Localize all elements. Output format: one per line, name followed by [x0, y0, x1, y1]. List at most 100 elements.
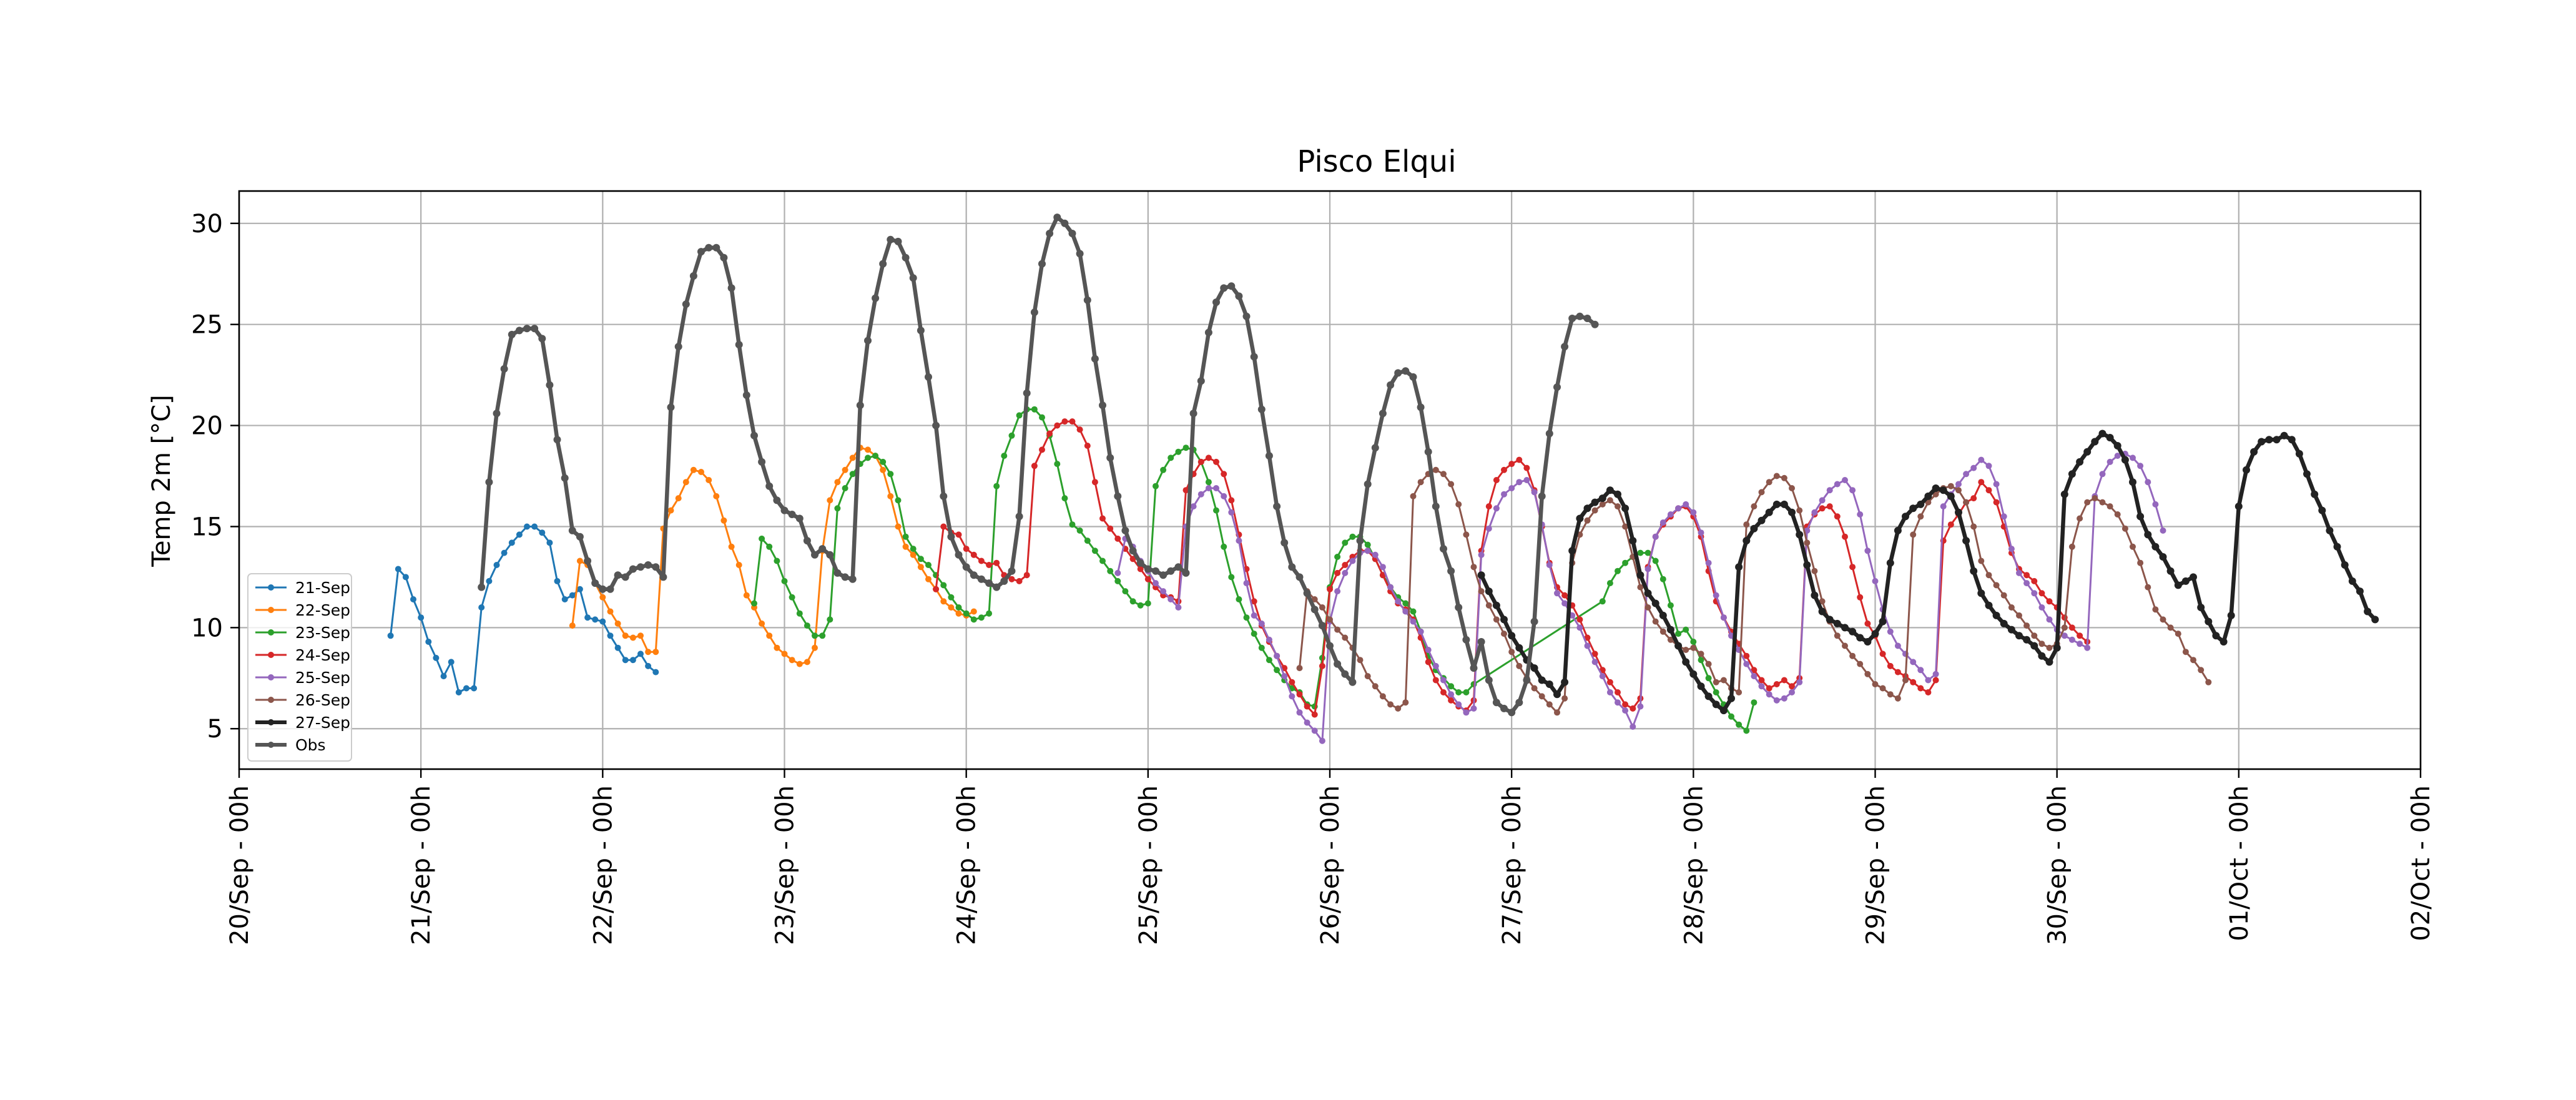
series-line-21-sep	[390, 526, 657, 694]
data-point-obs	[674, 343, 682, 351]
data-point-26-sep	[1736, 689, 1743, 695]
data-point-27-sep	[2030, 642, 2038, 650]
data-point-26-sep	[1947, 483, 1954, 489]
data-point-23-sep	[1455, 689, 1462, 695]
data-point-obs	[1182, 569, 1190, 577]
data-point-23-sep	[1402, 600, 1409, 607]
data-point-27-sep	[1651, 599, 1659, 607]
data-point-obs	[1197, 377, 1205, 385]
data-point-obs	[1470, 664, 1478, 672]
data-point-27-sep	[2068, 470, 2076, 478]
data-point-26-sep	[1311, 596, 1318, 602]
data-point-25-sep	[1387, 584, 1394, 591]
data-point-obs	[561, 474, 569, 482]
series-layer	[387, 214, 2379, 744]
data-point-obs	[819, 545, 827, 553]
data-point-obs	[1310, 606, 1319, 614]
data-point-21-sep	[455, 689, 462, 695]
x-tick-label: 22/Sep - 00h	[589, 785, 617, 945]
data-point-23-sep	[1137, 602, 1144, 609]
data-point-25-sep	[2077, 641, 2083, 647]
data-point-27-sep	[2151, 543, 2160, 551]
data-point-26-sep	[1773, 473, 1780, 479]
data-point-25-sep	[1281, 673, 1288, 680]
x-axis: 20/Sep - 00h 21/Sep - 00h 22/Sep - 00h 23/S…	[225, 769, 2436, 945]
data-point-22-sep	[895, 523, 902, 530]
data-point-obs	[1189, 410, 1197, 418]
data-point-obs	[727, 284, 735, 292]
data-point-obs	[1553, 383, 1561, 391]
data-point-27-sep	[2113, 442, 2121, 449]
data-point-23-sep	[1251, 631, 1257, 637]
data-point-27-sep	[1992, 611, 2000, 619]
legend-label: 22-Sep	[295, 601, 350, 619]
data-point-23-sep	[1099, 557, 1106, 564]
y-axis-label: Temp 2m [°C]	[147, 395, 176, 567]
data-point-obs	[1053, 214, 1061, 222]
data-point-obs	[1334, 660, 1342, 668]
series-25-sep	[1114, 450, 2166, 744]
data-point-27-sep	[1894, 526, 1902, 534]
data-point-27-sep	[1515, 644, 1523, 652]
data-point-26-sep	[2000, 592, 2007, 599]
data-point-26-sep	[1864, 670, 1871, 677]
data-point-25-sep	[1789, 689, 1795, 695]
data-point-obs	[985, 579, 993, 587]
data-point-obs	[644, 561, 652, 569]
data-point-obs	[932, 421, 940, 430]
data-point-22-sep	[698, 469, 704, 475]
data-point-22-sep	[827, 497, 833, 504]
data-point-26-sep	[1584, 517, 1591, 524]
data-point-25-sep	[1289, 693, 1295, 700]
data-point-22-sep	[667, 507, 674, 514]
data-point-24-sep	[1107, 525, 1114, 532]
data-point-obs	[531, 325, 539, 333]
data-point-25-sep	[1985, 463, 1992, 469]
data-point-obs	[1538, 492, 1546, 500]
data-point-23-sep	[1606, 580, 1613, 587]
data-point-27-sep	[2083, 448, 2092, 456]
data-point-26-sep	[2182, 649, 2189, 656]
data-point-25-sep	[1819, 497, 1826, 504]
data-point-24-sep	[993, 559, 1000, 566]
data-point-24-sep	[1773, 681, 1780, 687]
data-point-obs	[917, 327, 925, 335]
data-point-23-sep	[1205, 479, 1212, 486]
data-point-25-sep	[1705, 559, 1712, 566]
data-point-23-sep	[1122, 588, 1129, 595]
data-point-23-sep	[751, 600, 757, 607]
data-point-obs	[1545, 430, 1553, 438]
data-point-27-sep	[2273, 436, 2281, 444]
data-point-26-sep	[1387, 701, 1394, 708]
data-point-24-sep	[1932, 677, 1939, 684]
data-point-25-sep	[1440, 677, 1447, 684]
data-point-27-sep	[1947, 492, 1955, 500]
data-point-26-sep	[2023, 622, 2030, 629]
data-point-26-sep	[1546, 701, 1553, 708]
data-point-obs	[689, 272, 697, 280]
data-point-obs	[1174, 563, 1182, 571]
legend-marker-21-sep	[268, 584, 274, 591]
data-point-27-sep	[1644, 589, 1652, 597]
data-point-27-sep	[1818, 607, 1826, 616]
data-point-24-sep	[1834, 513, 1841, 520]
y-tick-label: 10	[191, 614, 223, 642]
data-point-25-sep	[1659, 519, 1666, 526]
data-point-21-sep	[478, 604, 485, 611]
data-point-24-sep	[1008, 576, 1015, 582]
data-point-27-sep	[2205, 617, 2213, 626]
data-point-25-sep	[1448, 691, 1455, 698]
data-point-obs	[1417, 403, 1425, 411]
x-tick-label: 21/Sep - 00h	[407, 785, 436, 945]
data-point-21-sep	[524, 523, 530, 530]
data-point-25-sep	[1887, 628, 1894, 635]
data-point-25-sep	[1417, 628, 1424, 635]
legend-label: 27-Sep	[295, 714, 350, 732]
data-point-27-sep	[2076, 458, 2084, 466]
data-point-obs	[599, 585, 607, 593]
data-point-obs	[1349, 678, 1357, 686]
data-point-23-sep	[812, 632, 818, 639]
data-point-26-sep	[1963, 499, 1970, 506]
data-point-24-sep	[1129, 556, 1136, 562]
data-point-24-sep	[1743, 652, 1750, 659]
